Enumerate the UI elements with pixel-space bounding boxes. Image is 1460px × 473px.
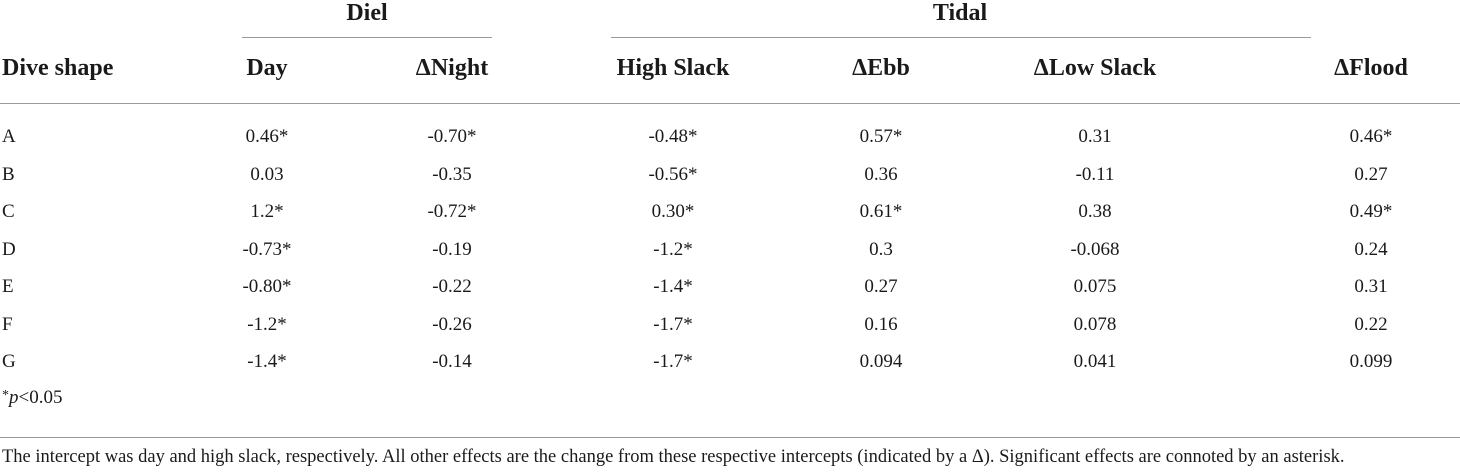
cell-b-day: 0.03 <box>250 164 284 185</box>
header-rule <box>0 103 1460 104</box>
significance-footnote: *p<0.05 <box>2 387 62 409</box>
cell-d-night: -0.19 <box>432 239 472 260</box>
cell-c-night: -0.72* <box>427 201 477 222</box>
cell-b-flood: 0.27 <box>1354 164 1388 185</box>
cell-e-day: -0.80* <box>242 276 292 297</box>
group-rule-diel <box>242 37 492 38</box>
row-label-a: A <box>2 126 16 147</box>
column-header-high-slack: High Slack <box>616 55 730 81</box>
cell-a-day: 0.46* <box>245 126 289 147</box>
cell-e-night: -0.22 <box>432 276 472 297</box>
cell-c-high-slack: 0.30* <box>651 201 695 222</box>
column-header-ebb: ΔEbb <box>852 55 910 81</box>
cell-d-low-slack: -0.068 <box>1070 239 1120 260</box>
group-header-diel: Diel <box>346 0 388 26</box>
column-header-day: Day <box>246 55 288 81</box>
cell-e-low-slack: 0.075 <box>1073 276 1117 297</box>
cell-b-high-slack: -0.56* <box>648 164 698 185</box>
cell-f-flood: 0.22 <box>1354 314 1388 335</box>
cell-g-ebb: 0.094 <box>859 351 903 372</box>
group-header-tidal: Tidal <box>932 0 988 26</box>
row-label-b: B <box>2 164 15 185</box>
cell-g-night: -0.14 <box>432 351 472 372</box>
cell-c-day: 1.2* <box>250 201 284 222</box>
cell-b-night: -0.35 <box>432 164 472 185</box>
cell-f-night: -0.26 <box>432 314 472 335</box>
cell-d-flood: 0.24 <box>1354 239 1388 260</box>
cell-g-flood: 0.099 <box>1349 351 1393 372</box>
caption-rule <box>0 437 1460 438</box>
row-label-e: E <box>2 276 14 297</box>
cell-a-low-slack: 0.31 <box>1078 126 1112 147</box>
cell-d-high-slack: -1.2* <box>653 239 693 260</box>
table-caption: The intercept was day and high slack, re… <box>2 447 1345 467</box>
cell-f-ebb: 0.16 <box>864 314 898 335</box>
cell-a-flood: 0.46* <box>1349 126 1393 147</box>
cell-g-high-slack: -1.7* <box>653 351 693 372</box>
column-header-flood: ΔFlood <box>1334 55 1408 81</box>
footnote-threshold: <0.05 <box>18 387 63 408</box>
cell-e-flood: 0.31 <box>1354 276 1388 297</box>
cell-f-high-slack: -1.7* <box>653 314 693 335</box>
row-label-d: D <box>2 239 16 260</box>
cell-d-ebb: 0.3 <box>869 239 893 260</box>
footnote-asterisk: * <box>2 388 9 403</box>
column-header-night: ΔNight <box>415 55 489 81</box>
cell-e-high-slack: -1.4* <box>653 276 693 297</box>
column-header-dive-shape: Dive shape <box>2 55 114 81</box>
cell-g-low-slack: 0.041 <box>1073 351 1117 372</box>
cell-b-ebb: 0.36 <box>864 164 898 185</box>
footnote-p: p <box>9 387 19 408</box>
cell-g-day: -1.4* <box>247 351 287 372</box>
row-label-c: C <box>2 201 15 222</box>
row-label-g: G <box>2 351 16 372</box>
group-rule-tidal <box>611 37 1311 38</box>
cell-c-ebb: 0.61* <box>859 201 903 222</box>
row-label-f: F <box>2 314 13 335</box>
cell-d-day: -0.73* <box>242 239 292 260</box>
cell-e-ebb: 0.27 <box>864 276 898 297</box>
cell-f-day: -1.2* <box>247 314 287 335</box>
cell-a-high-slack: -0.48* <box>648 126 698 147</box>
cell-a-ebb: 0.57* <box>859 126 903 147</box>
cell-c-flood: 0.49* <box>1349 201 1393 222</box>
cell-c-low-slack: 0.38 <box>1078 201 1112 222</box>
column-header-low-slack: ΔLow Slack <box>1033 55 1157 81</box>
cell-b-low-slack: -0.11 <box>1075 164 1115 185</box>
cell-f-low-slack: 0.078 <box>1073 314 1117 335</box>
cell-a-night: -0.70* <box>427 126 477 147</box>
